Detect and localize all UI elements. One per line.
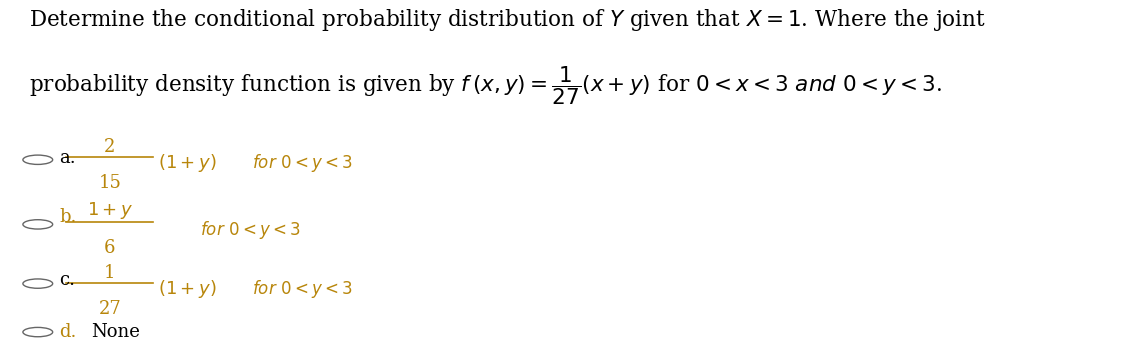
Text: 6: 6 <box>104 239 116 257</box>
Text: b.: b. <box>60 208 77 226</box>
Text: $1+y$: $1+y$ <box>87 200 133 221</box>
Text: a.: a. <box>60 149 77 167</box>
Text: $(1+y)$: $(1+y)$ <box>158 152 216 174</box>
Text: $for\ 0 < y < 3$: $for\ 0 < y < 3$ <box>200 219 301 241</box>
Text: $for\ 0 < y < 3$: $for\ 0 < y < 3$ <box>252 278 353 300</box>
Text: d.: d. <box>60 323 77 341</box>
Text: 1: 1 <box>104 264 116 282</box>
Text: 15: 15 <box>98 174 121 192</box>
Text: c.: c. <box>60 271 76 289</box>
Text: $for\ 0 < y < 3$: $for\ 0 < y < 3$ <box>252 152 353 174</box>
Text: probability density function is given by $f\,(x, y) = \dfrac{1}{27}(x + y)$ for : probability density function is given by… <box>29 65 941 107</box>
Text: 2: 2 <box>104 138 116 156</box>
Text: Determine the conditional probability distribution of $Y$ given that $X = 1$. Wh: Determine the conditional probability di… <box>29 7 986 33</box>
Text: None: None <box>92 323 141 341</box>
Text: 27: 27 <box>98 300 121 318</box>
Text: $(1+y)$: $(1+y)$ <box>158 278 216 300</box>
